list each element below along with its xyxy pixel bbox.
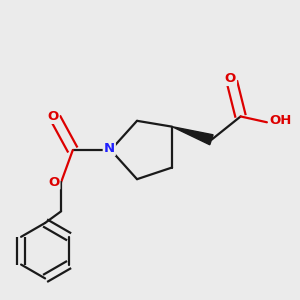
- Text: O: O: [225, 72, 236, 85]
- Text: O: O: [48, 176, 59, 189]
- Polygon shape: [172, 127, 213, 145]
- Text: OH: OH: [270, 114, 292, 127]
- Text: N: N: [104, 142, 115, 155]
- Text: O: O: [47, 110, 58, 123]
